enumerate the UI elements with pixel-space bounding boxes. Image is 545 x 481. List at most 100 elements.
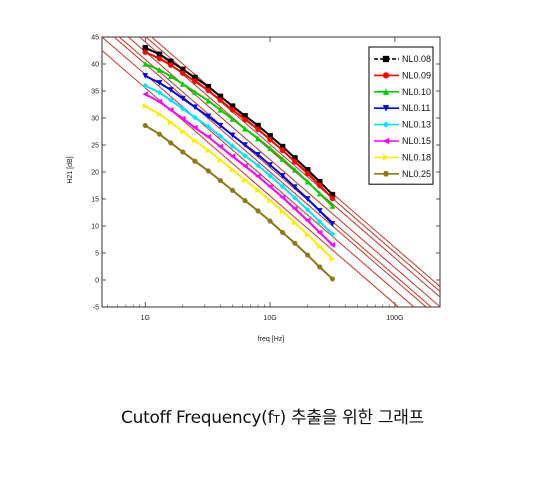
data-point (142, 91, 149, 98)
legend-entry-label: NL0.11 (402, 103, 430, 113)
data-point (292, 184, 298, 191)
legend-entry-label: NL0.15 (402, 136, 431, 146)
data-point (180, 106, 186, 112)
data-point (304, 196, 311, 202)
data-point (279, 173, 286, 179)
data-point (316, 182, 323, 189)
fit-line (113, 37, 427, 307)
y-tick-label: 20 (91, 170, 99, 177)
data-point (279, 194, 286, 201)
data-point (205, 97, 212, 104)
data-point (267, 162, 273, 168)
data-point (229, 187, 236, 193)
legend-entry-label: NL0.09 (402, 70, 431, 80)
data-point (279, 208, 286, 215)
data-point (142, 103, 149, 109)
data-point (255, 187, 261, 194)
data-point (205, 87, 212, 94)
y-tick-label: 25 (91, 143, 99, 150)
data-point (279, 183, 286, 190)
data-point (329, 195, 336, 202)
legend-swatch-marker (382, 88, 390, 95)
data-point (304, 170, 311, 177)
data-point (156, 89, 163, 96)
data-point (229, 166, 236, 173)
axes: -5 0 5 10 15 20 25 30 35 40 45 1G 10G 100G (91, 35, 440, 322)
data-point (167, 97, 174, 103)
fit-line (127, 37, 440, 307)
data-point (167, 140, 174, 146)
data-point (192, 124, 198, 131)
data-point (179, 81, 186, 87)
data-point (167, 62, 174, 68)
y-tick-label: 40 (91, 62, 99, 69)
data-point (180, 149, 186, 155)
data-point (217, 122, 224, 129)
data-point (217, 97, 224, 103)
data-point (142, 73, 149, 79)
data-point (142, 123, 149, 128)
data-point (316, 208, 323, 214)
y-axis-label: H21 [dB] (67, 156, 74, 183)
data-point (242, 125, 248, 132)
data-point (267, 145, 273, 151)
data-point (229, 116, 236, 122)
y-tick-label: -5 (93, 305, 99, 312)
data-point (292, 195, 298, 201)
data-point (229, 132, 236, 139)
data-point (304, 231, 311, 238)
data-point (279, 147, 286, 154)
y-tick-label: 10 (91, 224, 99, 231)
data-point (255, 208, 261, 214)
data-point (316, 190, 323, 197)
data-point (304, 178, 311, 185)
data-point (142, 61, 149, 67)
data-point (192, 114, 198, 121)
data-point (229, 153, 236, 160)
data-point (329, 256, 336, 262)
legend-swatch-marker (382, 137, 390, 145)
data-point (267, 136, 273, 143)
data-point (267, 197, 274, 204)
series-line (144, 105, 334, 260)
x-tick-label: 10G (263, 315, 276, 322)
fit-line (145, 37, 440, 292)
data-point (242, 116, 248, 123)
y-tick-label: 35 (91, 89, 99, 96)
caption-text-end: ) 추출을 위한 그래프 (279, 408, 425, 428)
data-point (156, 51, 163, 58)
legend: NL0.08 NL0.09 NL0.10 NL0.11 NL0.13 NL0.15 NL0.… (368, 46, 434, 185)
series-line (144, 63, 334, 207)
data-point (329, 242, 336, 248)
data-point (304, 206, 311, 213)
legend-swatch-marker (382, 171, 390, 177)
data-point (242, 142, 248, 148)
legend-entry-label: NL0.25 (402, 169, 431, 179)
data-point (292, 159, 298, 165)
data-point (229, 107, 236, 113)
data-point (179, 95, 186, 102)
data-point (192, 158, 198, 164)
legend-box (368, 46, 434, 185)
series-line (144, 74, 334, 225)
data-point (316, 264, 323, 270)
data-point (267, 218, 273, 224)
data-point (292, 240, 298, 246)
data-point (255, 162, 261, 169)
data-point (205, 168, 212, 174)
legend-swatch-marker (382, 121, 390, 128)
data-point (292, 219, 298, 226)
data-point (205, 147, 212, 154)
y-tick-label: 30 (91, 116, 99, 123)
data-point (156, 55, 163, 62)
data-point (205, 134, 212, 140)
data-point (217, 106, 224, 113)
legend-swatch-marker (382, 154, 390, 161)
data-point (242, 198, 248, 204)
data-point (217, 143, 224, 150)
data-markers (142, 45, 336, 282)
legend-swatch-marker (382, 105, 390, 112)
data-point (316, 229, 323, 236)
data-point (217, 133, 224, 140)
data-point (279, 230, 286, 235)
